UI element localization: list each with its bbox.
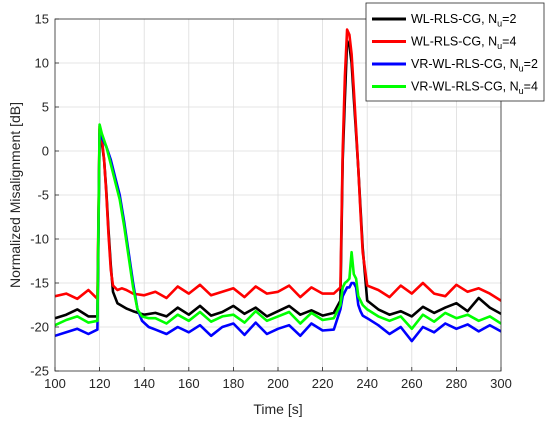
x-tick-label: 200	[267, 376, 289, 391]
x-tick-label: 220	[312, 376, 334, 391]
series-line-2	[55, 28, 501, 302]
x-tick-label: 300	[490, 376, 512, 391]
legend-label-4: VR-WL-RLS-CG, Nu=4	[411, 80, 538, 97]
x-tick-label: 140	[133, 376, 155, 391]
y-tick-label: 0	[42, 144, 49, 159]
y-tick-label: 5	[42, 100, 49, 115]
y-axis-ticks: -25 -20 -15 -10 -5 0 5 10 15	[30, 12, 59, 379]
series-layer	[55, 28, 501, 343]
x-tick-label: 160	[178, 376, 200, 391]
x-tick-label: 260	[401, 376, 423, 391]
x-tick-label: 120	[89, 376, 111, 391]
y-tick-label: 15	[35, 12, 49, 27]
legend-label-1: WL-RLS-CG, Nu=2	[411, 12, 516, 29]
legend-label-3: VR-WL-RLS-CG, Nu=2	[411, 57, 538, 74]
y-tick-label: -20	[30, 320, 49, 335]
x-tick-label: 180	[223, 376, 245, 391]
x-axis-label: Time [s]	[253, 401, 302, 417]
y-tick-label: -5	[37, 188, 49, 203]
x-tick-label: 100	[44, 376, 66, 391]
legend: WL-RLS-CG, Nu=2 WL-RLS-CG, Nu=4 VR-WL-RLS-…	[365, 2, 545, 102]
plot-area	[55, 28, 501, 343]
y-tick-label: -25	[30, 364, 49, 379]
x-tick-label: 240	[356, 376, 378, 391]
y-axis-label: Normalized Misalignment [dB]	[7, 102, 23, 288]
x-axis-ticks: 100 120 140 160 180 200 220 240 260 280 300	[44, 367, 512, 391]
y-tick-label: -10	[30, 232, 49, 247]
y-tick-label: 10	[35, 56, 49, 71]
series-line-4	[55, 123, 501, 331]
legend-label-2: WL-RLS-CG, Nu=4	[411, 35, 516, 52]
x-tick-label: 280	[446, 376, 468, 391]
y-tick-label: -15	[30, 276, 49, 291]
